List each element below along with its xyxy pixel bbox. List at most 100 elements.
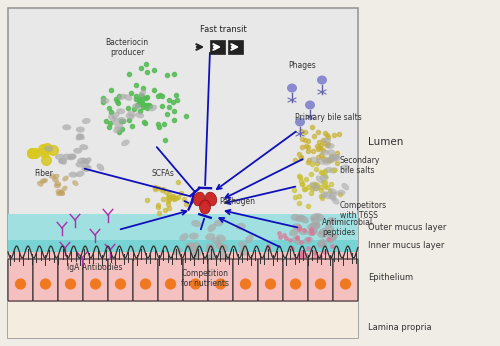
Ellipse shape: [298, 228, 308, 235]
Ellipse shape: [58, 190, 65, 196]
Ellipse shape: [292, 223, 302, 230]
Ellipse shape: [113, 127, 122, 133]
Ellipse shape: [192, 248, 201, 256]
FancyBboxPatch shape: [158, 259, 183, 301]
Text: Inner mucus layer: Inner mucus layer: [368, 242, 444, 251]
FancyBboxPatch shape: [83, 259, 108, 301]
Text: Secondary
bile salts: Secondary bile salts: [340, 156, 380, 175]
FancyBboxPatch shape: [308, 259, 333, 301]
Text: Outer mucus layer: Outer mucus layer: [368, 222, 446, 231]
Ellipse shape: [340, 279, 351, 290]
Ellipse shape: [329, 192, 338, 198]
Ellipse shape: [205, 233, 215, 240]
Ellipse shape: [295, 118, 305, 127]
Ellipse shape: [220, 245, 229, 253]
Ellipse shape: [214, 219, 224, 226]
Ellipse shape: [121, 139, 130, 146]
Ellipse shape: [62, 124, 71, 130]
Ellipse shape: [76, 171, 84, 177]
Ellipse shape: [328, 156, 337, 162]
Ellipse shape: [323, 192, 332, 199]
Ellipse shape: [292, 236, 301, 245]
Ellipse shape: [316, 213, 324, 221]
Ellipse shape: [320, 150, 330, 156]
Ellipse shape: [118, 117, 126, 123]
Ellipse shape: [82, 118, 90, 124]
Ellipse shape: [310, 222, 320, 229]
Ellipse shape: [240, 279, 251, 290]
Ellipse shape: [128, 111, 136, 117]
FancyBboxPatch shape: [8, 259, 33, 301]
Ellipse shape: [73, 148, 82, 154]
Bar: [8, 252, 358, 302]
Ellipse shape: [320, 175, 328, 181]
Text: Competitors
with T6SS: Competitors with T6SS: [340, 201, 387, 220]
Ellipse shape: [58, 157, 67, 164]
Ellipse shape: [205, 265, 215, 272]
Ellipse shape: [315, 279, 326, 290]
Ellipse shape: [324, 167, 332, 173]
Text: Lamina propria: Lamina propria: [368, 324, 432, 333]
Ellipse shape: [77, 157, 86, 164]
Ellipse shape: [76, 134, 85, 140]
Ellipse shape: [165, 279, 176, 290]
Text: Fast transit: Fast transit: [200, 25, 246, 34]
Ellipse shape: [115, 279, 126, 290]
Bar: [228, 40, 243, 54]
Ellipse shape: [216, 243, 226, 250]
Ellipse shape: [140, 279, 151, 290]
Ellipse shape: [63, 154, 72, 160]
Ellipse shape: [212, 237, 221, 245]
Ellipse shape: [330, 155, 338, 161]
Ellipse shape: [310, 222, 320, 229]
Ellipse shape: [58, 191, 65, 196]
Ellipse shape: [100, 98, 110, 104]
Text: Bacteriocin
producer: Bacteriocin producer: [106, 38, 148, 57]
Ellipse shape: [326, 149, 336, 155]
Ellipse shape: [206, 243, 215, 252]
Ellipse shape: [138, 90, 146, 97]
Ellipse shape: [239, 248, 248, 256]
Ellipse shape: [203, 255, 212, 262]
Ellipse shape: [310, 157, 318, 163]
Ellipse shape: [190, 279, 201, 290]
FancyBboxPatch shape: [258, 259, 283, 301]
Ellipse shape: [289, 229, 298, 236]
FancyBboxPatch shape: [133, 259, 158, 301]
Ellipse shape: [331, 154, 340, 160]
Ellipse shape: [41, 178, 48, 183]
Ellipse shape: [290, 279, 301, 290]
Ellipse shape: [307, 223, 317, 230]
Ellipse shape: [68, 172, 78, 177]
Bar: [8, 240, 358, 252]
Ellipse shape: [327, 235, 336, 243]
Ellipse shape: [173, 247, 182, 255]
Ellipse shape: [56, 191, 63, 196]
Ellipse shape: [317, 239, 326, 247]
Ellipse shape: [132, 103, 141, 110]
Ellipse shape: [76, 134, 84, 140]
Ellipse shape: [124, 94, 132, 101]
Ellipse shape: [216, 234, 226, 242]
Ellipse shape: [310, 182, 318, 188]
Ellipse shape: [215, 279, 226, 290]
Ellipse shape: [329, 167, 338, 173]
Ellipse shape: [322, 157, 330, 163]
Ellipse shape: [191, 242, 200, 250]
Ellipse shape: [189, 233, 198, 240]
Ellipse shape: [296, 215, 305, 222]
Ellipse shape: [290, 214, 300, 221]
Text: Competition
for nutrients: Competition for nutrients: [181, 268, 229, 288]
Ellipse shape: [68, 154, 76, 160]
Text: Primary bile salts: Primary bile salts: [294, 113, 362, 122]
Ellipse shape: [318, 228, 328, 235]
Ellipse shape: [185, 242, 195, 249]
FancyBboxPatch shape: [208, 259, 233, 301]
Ellipse shape: [53, 174, 60, 180]
Ellipse shape: [191, 252, 200, 259]
Text: Phages: Phages: [288, 61, 316, 70]
Ellipse shape: [322, 138, 331, 144]
Ellipse shape: [148, 105, 157, 111]
Ellipse shape: [81, 164, 90, 171]
Ellipse shape: [58, 158, 67, 165]
